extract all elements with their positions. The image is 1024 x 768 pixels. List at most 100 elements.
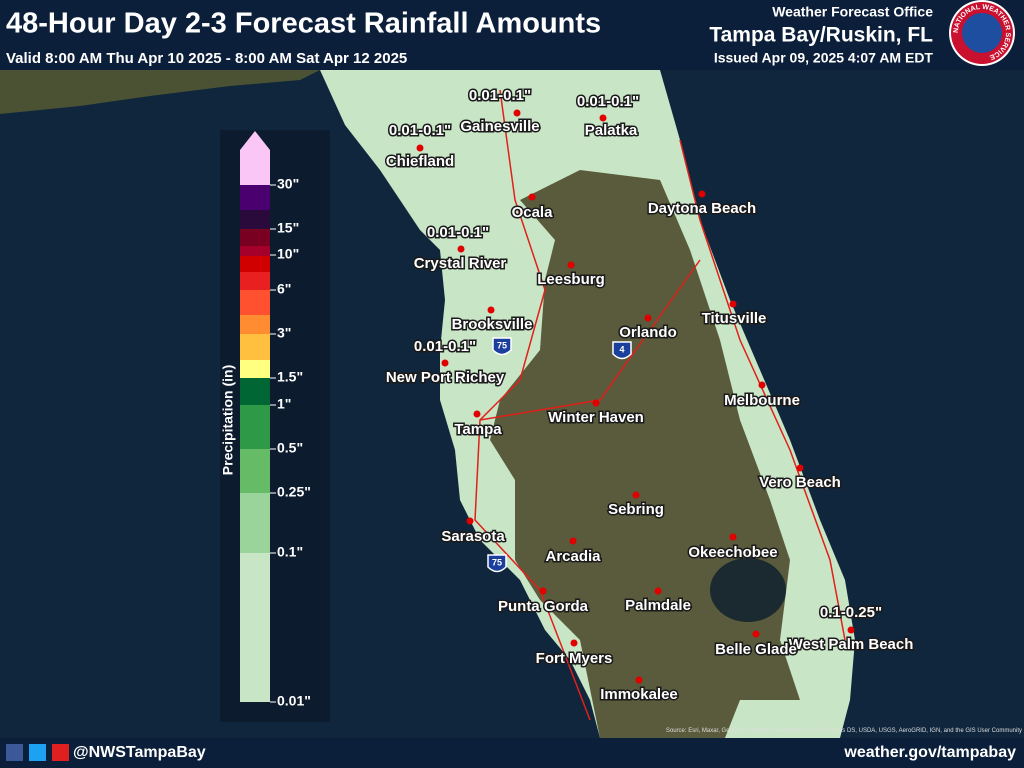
legend-band [240,449,270,493]
city-dot [644,314,652,322]
city-label: Belle Glade [715,641,797,658]
legend-band [240,315,270,334]
city-dot [599,114,607,122]
website[interactable]: weather.gov/tampabay [843,744,1016,761]
city-dot [592,399,600,407]
city-dot [729,533,737,541]
city-label: Punta Gorda [498,598,589,615]
city-label: Gainesville [460,118,539,135]
city-dot [457,245,465,253]
city-label: Ocala [512,204,554,221]
city-label: Vero Beach [759,474,841,491]
interstate-shield [487,554,507,573]
lake-okeechobee [710,558,786,622]
panhandle [0,70,320,114]
logo-center [962,13,1002,53]
legend-band [240,150,270,185]
legend-band [240,246,270,256]
city-dot [513,109,521,117]
city-label: Orlando [619,324,677,341]
rainfall-amount: 0.01-0.1" [414,338,476,355]
city-dot [570,639,578,647]
city-label: Tampa [454,421,502,438]
legend-label: 0.1" [277,544,303,560]
attribution: Source: Esri, Maxar, GeoEye, Earthstar G… [666,728,1022,734]
city-dot [567,261,575,269]
legend-band [240,256,270,272]
legend-band [240,378,270,405]
city-dot [698,190,706,198]
city-dot [466,517,474,525]
city-dot [729,300,737,308]
youtube-icon[interactable] [52,744,69,761]
city-label: Daytona Beach [648,200,756,217]
twitter-icon[interactable] [29,744,46,761]
legend-band [240,272,270,290]
legend-band [240,493,270,553]
legend-label: 30" [277,176,299,192]
city-label: Sarasota [441,528,505,545]
rainfall-amount: 0.01-0.1" [427,224,489,241]
city-label: Fort Myers [536,650,613,667]
city-label: Brooksville [452,316,533,333]
city-label: Immokalee [600,686,678,703]
legend-band [240,210,270,229]
rainfall-amount: 0.01-0.1" [389,122,451,139]
footer-bar [0,738,1024,768]
shield-number: 75 [492,557,502,567]
city-dot [752,630,760,638]
city-dot [416,144,424,152]
office-label: Weather Forecast Office [772,4,933,20]
city-dot [847,626,855,634]
city-dot [487,306,495,314]
interstate-shield [492,337,512,356]
city-dot [796,464,804,472]
rainfall-amount: 0.01-0.1" [577,93,639,110]
city-label: Palmdale [625,597,691,614]
city-dot [473,410,481,418]
legend-label: 1.5" [277,369,303,385]
legend-band [240,334,270,360]
office: Tampa Bay/Ruskin, FL [709,24,933,47]
social-handle[interactable]: @NWSTampaBay [73,744,206,761]
facebook-icon[interactable] [6,744,23,761]
legend-band [240,229,270,246]
legend-arrow [240,131,270,150]
city-label: Leesburg [537,271,605,288]
title: 48-Hour Day 2-3 Forecast Rainfall Amount… [6,8,601,40]
legend-band [240,185,270,210]
highways [474,89,846,721]
legend-label: 0.01" [277,693,311,709]
legend-label: 0.25" [277,484,311,500]
city-label: Chiefland [386,153,454,170]
city-label: Titusville [702,310,767,327]
interstate-shield [612,341,632,360]
city-dot [569,537,577,545]
city-label: West Palm Beach [789,636,914,653]
legend-title: Precipitation (in) [220,365,236,475]
city-label: New Port Richey [386,369,505,386]
city-dot [528,193,536,201]
legend-box [220,130,330,722]
city-dot [758,381,766,389]
rainfall-amount: 0.01-0.1" [469,87,531,104]
legend-label: 0.5" [277,440,303,456]
city-dot [441,359,449,367]
shield-number: 4 [619,344,624,354]
city-label: Winter Haven [548,409,644,426]
city-label: Palatka [585,122,638,139]
city-dot [654,587,662,595]
legend-band [240,290,270,315]
legend-band [240,405,270,449]
shield-number: 75 [497,340,507,350]
rainfall-amount: 0.1-0.25" [820,604,882,621]
legend-label: 15" [277,220,299,236]
city-label: Melbourne [724,392,800,409]
legend-label: 3" [277,325,291,341]
legend-label: 6" [277,281,291,297]
legend-band [240,360,270,378]
header-bar [0,0,1024,70]
city-dot [632,491,640,499]
